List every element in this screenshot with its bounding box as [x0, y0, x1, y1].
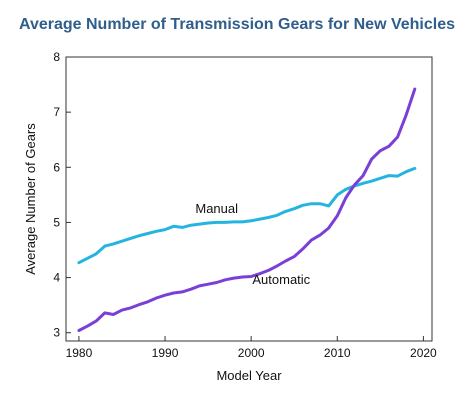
y-tick-label: 7	[53, 105, 60, 119]
x-tick-label: 2020	[410, 346, 437, 360]
y-tick-label: 4	[53, 271, 60, 285]
y-axis-title: Average Number of Gears	[23, 123, 38, 275]
y-tick-label: 6	[53, 160, 60, 174]
x-tick-label: 1980	[66, 346, 93, 360]
y-tick-label: 8	[53, 50, 60, 64]
x-tick-label: 2000	[238, 346, 265, 360]
series-label-automatic: Automatic	[252, 272, 310, 287]
x-axis-title: Model Year	[216, 368, 282, 383]
x-tick-label: 2010	[324, 346, 351, 360]
series-label-manual: Manual	[195, 201, 238, 216]
x-axis: 1980 1990 2000 2010 2020	[66, 336, 437, 360]
series-line-automatic	[77, 87, 417, 332]
chart-title: Average Number of Transmission Gears for…	[18, 16, 455, 33]
x-tick-label: 1990	[152, 346, 179, 360]
y-tick-label: 5	[53, 215, 60, 229]
plot-border	[65, 56, 433, 342]
series-line-manual	[77, 166, 417, 265]
y-tick-label: 3	[53, 326, 60, 340]
plot-frame	[65, 56, 433, 342]
y-axis: 3 4 5 6 7 8	[53, 50, 71, 340]
series-lines	[77, 87, 417, 332]
series-annotations: Manual Automatic	[195, 201, 310, 287]
